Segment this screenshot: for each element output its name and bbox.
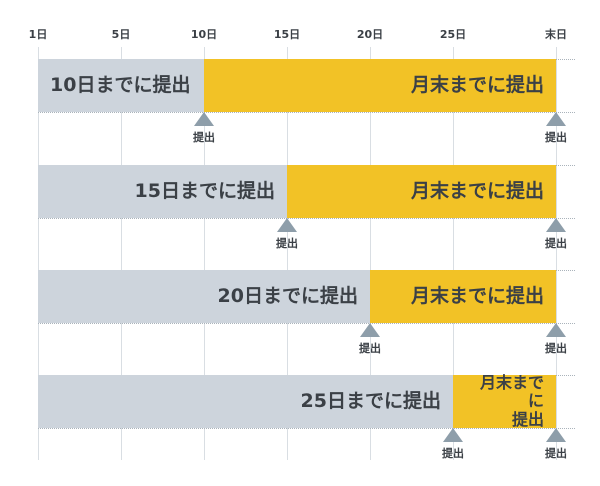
- axis-tick-label: 5日: [111, 28, 131, 41]
- month-end-marker-icon: [546, 323, 566, 337]
- gridline: [453, 47, 454, 460]
- deadline-marker-label: 提出: [193, 131, 215, 144]
- month-end-marker-label: 提出: [545, 447, 567, 460]
- first-period-bar: 20日までに提出: [38, 270, 370, 323]
- month-end-marker-icon: [546, 112, 566, 126]
- deadline-marker-label: 提出: [359, 342, 381, 355]
- deadline-marker-icon: [277, 218, 297, 232]
- gridline: [287, 47, 288, 460]
- gridline: [370, 47, 371, 460]
- axis-tick-label: 10日: [190, 28, 218, 41]
- axis-tick-label: 1日: [28, 28, 48, 41]
- axis-tick-label: 末日: [545, 28, 567, 41]
- month-end-marker-label: 提出: [545, 131, 567, 144]
- axis-tick-label: 20日: [356, 28, 384, 41]
- month-end-marker-label: 提出: [545, 342, 567, 355]
- second-period-bar: 月末までに提出: [204, 59, 556, 112]
- axis-tick-label: 15日: [273, 28, 301, 41]
- deadline-marker-icon: [360, 323, 380, 337]
- second-period-bar: 月末までに提出: [370, 270, 556, 323]
- second-period-bar: 月末までに提出: [287, 165, 556, 218]
- gridline: [121, 47, 122, 460]
- deadline-marker-label: 提出: [442, 447, 464, 460]
- row-bottom-border: [38, 112, 575, 113]
- row-bottom-border: [38, 218, 575, 219]
- axis-tick-label: 25日: [439, 28, 467, 41]
- first-period-bar: 15日までに提出: [38, 165, 287, 218]
- deadline-marker-icon: [194, 112, 214, 126]
- first-period-bar: 25日までに提出: [38, 375, 453, 428]
- month-end-marker-icon: [546, 218, 566, 232]
- first-period-bar: 10日までに提出: [38, 59, 204, 112]
- deadline-marker-label: 提出: [276, 237, 298, 250]
- row-bottom-border: [38, 323, 575, 324]
- gridline: [204, 47, 205, 460]
- row-bottom-border: [38, 428, 575, 429]
- gridline: [556, 47, 557, 460]
- second-period-bar: 月末までに提出: [453, 373, 556, 428]
- month-end-marker-label: 提出: [545, 237, 567, 250]
- gridline: [38, 47, 39, 460]
- month-end-marker-icon: [546, 428, 566, 442]
- deadline-marker-icon: [443, 428, 463, 442]
